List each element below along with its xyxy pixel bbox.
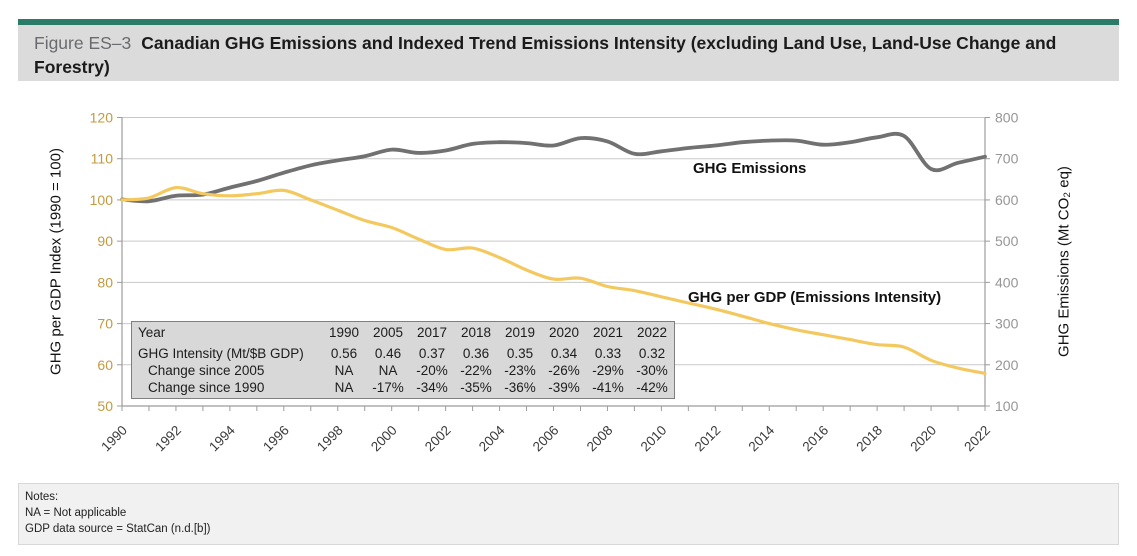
table-cell: 0.35 <box>506 346 534 361</box>
x-tick-label: 2000 <box>368 423 400 455</box>
x-tick-label: 2002 <box>422 423 454 455</box>
table-cell: 0.32 <box>638 346 666 361</box>
accent-bar <box>18 19 1119 25</box>
right-tick-label: 800 <box>995 110 1019 126</box>
x-tick-label: 2010 <box>638 423 670 455</box>
right-tick-label: 700 <box>995 151 1019 167</box>
intensity-data-table: Year 1990 2005 2017 2018 2019 2020 2021 2022 GHG … <box>131 321 675 399</box>
table-cell: NA <box>334 380 354 395</box>
table-cell: 2018 <box>460 325 492 340</box>
table-row: Change since 2005 NA NA -20% -22% -23% -26% -29… <box>132 362 675 379</box>
note-line: Notes: <box>25 491 59 503</box>
table-cell: 2019 <box>504 325 536 340</box>
x-tick-label: 2018 <box>853 423 885 455</box>
table-cell: 0.56 <box>330 346 358 361</box>
right-tick-label: 600 <box>995 192 1019 208</box>
series-label-ghg-per-gdp: GHG per GDP (Emissions Intensity) <box>688 289 942 306</box>
left-tick-label: 60 <box>97 357 113 373</box>
x-tick-label: 2012 <box>692 423 724 455</box>
table-cell: NA <box>378 363 398 378</box>
chart-area: 50 100 60 200 70 300 80 400 90 500 100 600 110 700 120… <box>0 85 1137 483</box>
left-tick-label: 70 <box>97 316 113 332</box>
left-tick-label: 50 <box>97 398 113 414</box>
table-row-label: Change since 1990 <box>148 380 265 395</box>
table-cell: 2022 <box>636 325 668 340</box>
table-cell: -30% <box>636 363 668 378</box>
table-row-label: Change since 2005 <box>148 363 265 378</box>
left-tick-label: 100 <box>90 192 114 208</box>
figure-label: Figure ES–3 <box>34 33 132 53</box>
series-line-ghg-emissions <box>120 131 987 204</box>
right-tick-label: 400 <box>995 274 1019 290</box>
table-cell: 0.46 <box>374 346 402 361</box>
x-tick-label: 1990 <box>98 423 130 455</box>
table-cell: 2021 <box>592 325 624 340</box>
x-tick-label: 1998 <box>314 423 346 455</box>
table-row: Year 1990 2005 2017 2018 2019 2020 2021 2022 <box>132 322 675 346</box>
table-cell: -20% <box>416 363 448 378</box>
table-row-label: GHG Intensity (Mt/$B GDP) <box>138 346 304 361</box>
table-cell: 0.33 <box>594 346 622 361</box>
table-row: Change since 1990 NA -17% -34% -35% -36% -39% -… <box>132 379 675 399</box>
left-tick-label: 90 <box>97 233 113 249</box>
series-label-ghg-emissions: GHG Emissions <box>693 160 807 177</box>
left-tick-label: 110 <box>91 151 114 167</box>
table-cell: 1990 <box>328 325 360 340</box>
intensity-table-body: Year 1990 2005 2017 2018 2019 2020 2021 2022 GHG … <box>132 322 675 399</box>
x-tick-label: 1994 <box>206 422 238 454</box>
x-tick-label: 2006 <box>530 423 562 455</box>
x-tick-label: 2020 <box>907 423 939 455</box>
x-tick-label: 1996 <box>260 423 292 455</box>
table-cell: -41% <box>592 380 624 395</box>
table-cell: 2005 <box>372 325 404 340</box>
x-tick-label: 2004 <box>476 422 508 454</box>
left-tick-label: 80 <box>97 274 113 290</box>
notes-block: Notes: NA = Not applicable GDP data sour… <box>18 483 1119 545</box>
table-cell: -17% <box>372 380 404 395</box>
figure-header: Figure ES–3 Canadian GHG Emissions and In… <box>18 25 1119 81</box>
table-cell: -29% <box>592 363 624 378</box>
x-tick-label: 2016 <box>799 423 831 455</box>
table-cell: -36% <box>504 380 536 395</box>
plot-svg: 50 100 60 200 70 300 80 400 90 500 100 600 110 700 120… <box>90 110 1019 455</box>
table-cell: -26% <box>548 363 580 378</box>
table-cell: -23% <box>504 363 536 378</box>
x-tick-label: 1992 <box>152 423 184 455</box>
right-tick-label: 200 <box>995 357 1019 373</box>
table-cell: NA <box>334 363 354 378</box>
table-cell: -35% <box>460 380 492 395</box>
table-cell: -39% <box>548 380 580 395</box>
x-tick-label: 2014 <box>746 422 778 454</box>
x-tick-label: 2022 <box>961 423 993 455</box>
right-tick-label: 500 <box>995 233 1019 249</box>
figure-title: Canadian GHG Emissions and Indexed Trend… <box>34 33 1057 77</box>
left-tick-label: 120 <box>90 110 114 126</box>
table-cell: 2020 <box>548 325 580 340</box>
table-cell: -34% <box>416 380 448 395</box>
series-line-ghg-per-gdp <box>120 185 987 375</box>
table-cell: 2017 <box>416 325 448 340</box>
table-cell: -22% <box>460 363 492 378</box>
table-row-label: Year <box>138 325 166 340</box>
right-axis-title: GHG Emissions (Mt CO₂ eq) <box>1055 166 1073 357</box>
table-cell: 0.34 <box>550 346 578 361</box>
x-tick-label: 2008 <box>584 423 616 455</box>
table-cell: 0.36 <box>462 346 490 361</box>
right-tick-label: 300 <box>995 316 1019 332</box>
table-cell: -42% <box>636 380 668 395</box>
right-tick-label: 100 <box>995 398 1019 414</box>
table-row: GHG Intensity (Mt/$B GDP) 0.56 0.46 0.37 0.3… <box>132 345 675 362</box>
table-cell: 0.37 <box>418 346 446 361</box>
note-line: GDP data source = StatCan (n.d.[b]) <box>25 523 211 535</box>
note-line: NA = Not applicable <box>25 507 127 519</box>
left-axis-title: GHG per GDP Index (1990 = 100) <box>47 148 65 375</box>
